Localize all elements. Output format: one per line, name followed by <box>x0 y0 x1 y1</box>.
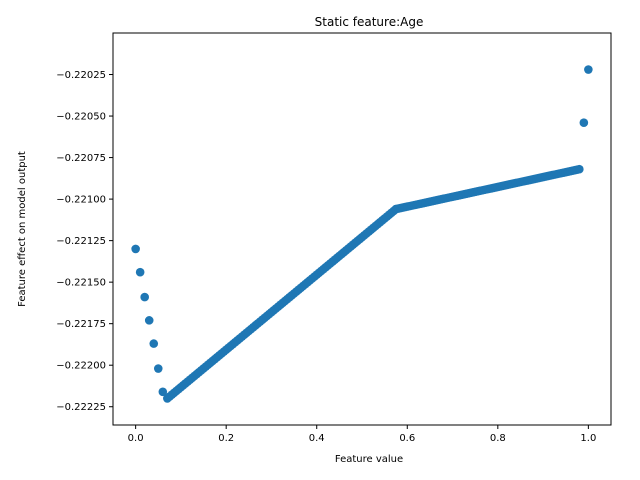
x-tick-label: 0.8 <box>490 433 506 444</box>
data-point <box>584 65 593 74</box>
data-point <box>135 267 145 277</box>
x-tick-label: 0.0 <box>128 433 144 444</box>
plot-area <box>131 65 593 403</box>
data-point <box>158 387 168 397</box>
x-axis-title: Feature value <box>335 454 403 465</box>
data-point <box>131 244 140 254</box>
chart-title: Static feature:Age <box>315 15 424 29</box>
x-tick-label: 0.2 <box>218 433 234 444</box>
y-tick-label: −0.22025 <box>56 70 106 81</box>
y-tick-label: −0.22225 <box>56 402 106 413</box>
y-tick-label: −0.22100 <box>56 195 106 206</box>
y-tick-label: −0.22175 <box>56 319 106 330</box>
data-point <box>140 292 149 302</box>
data-point <box>153 364 163 373</box>
data-point <box>144 316 154 325</box>
data-point <box>149 339 159 348</box>
data-point <box>575 164 584 174</box>
plot-frame <box>112 32 612 426</box>
x-tick-label: 0.6 <box>399 433 415 444</box>
y-tick-label: −0.22075 <box>56 153 106 164</box>
y-tick-label: −0.22200 <box>56 361 106 372</box>
y-tick-label: −0.22125 <box>56 236 106 247</box>
y-axis: −0.22225 −0.22200 −0.22175 −0.22150 −0.22125… <box>56 70 113 413</box>
data-point <box>579 118 589 127</box>
x-tick-label: 1.0 <box>580 433 596 444</box>
y-tick-label: −0.22150 <box>56 278 106 289</box>
x-axis: 0.0 0.2 0.4 0.6 0.8 1.0 <box>128 425 596 444</box>
x-tick-label: 0.4 <box>309 433 325 444</box>
y-tick-label: −0.22050 <box>56 112 106 123</box>
y-axis-title: Feature effect on model output <box>17 151 28 307</box>
